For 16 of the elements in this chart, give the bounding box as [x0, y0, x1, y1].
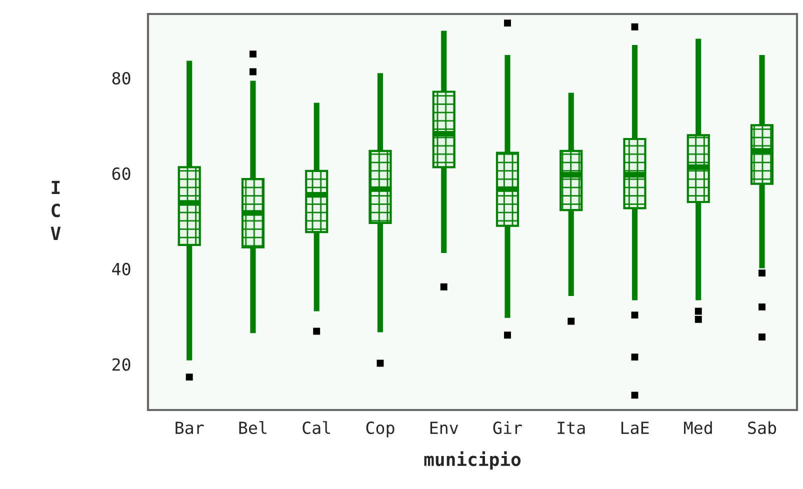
x-tick-label: Ita [558, 422, 585, 434]
x-tick-label: Cop [366, 421, 394, 438]
x-tick-label: Med [684, 421, 712, 434]
y-tick-label: 20 [112, 358, 130, 371]
x-tick-label: Sab [748, 421, 776, 434]
y-axis-title: ICV [50, 180, 61, 240]
x-tick-label: Gir [493, 421, 522, 434]
y-tick-label: 80 [112, 72, 130, 85]
x-tick-label: LaE [621, 422, 649, 434]
y-tick-label: 40 [112, 262, 130, 276]
x-tick-label: Bel [239, 421, 266, 434]
y-tick-label: 60 [112, 167, 130, 180]
x-axis-title: municipio [424, 451, 521, 470]
x-tick-label: Env [430, 422, 458, 434]
x-tick-label: Cal [302, 421, 330, 434]
x-tick-label: Bar [176, 422, 204, 434]
